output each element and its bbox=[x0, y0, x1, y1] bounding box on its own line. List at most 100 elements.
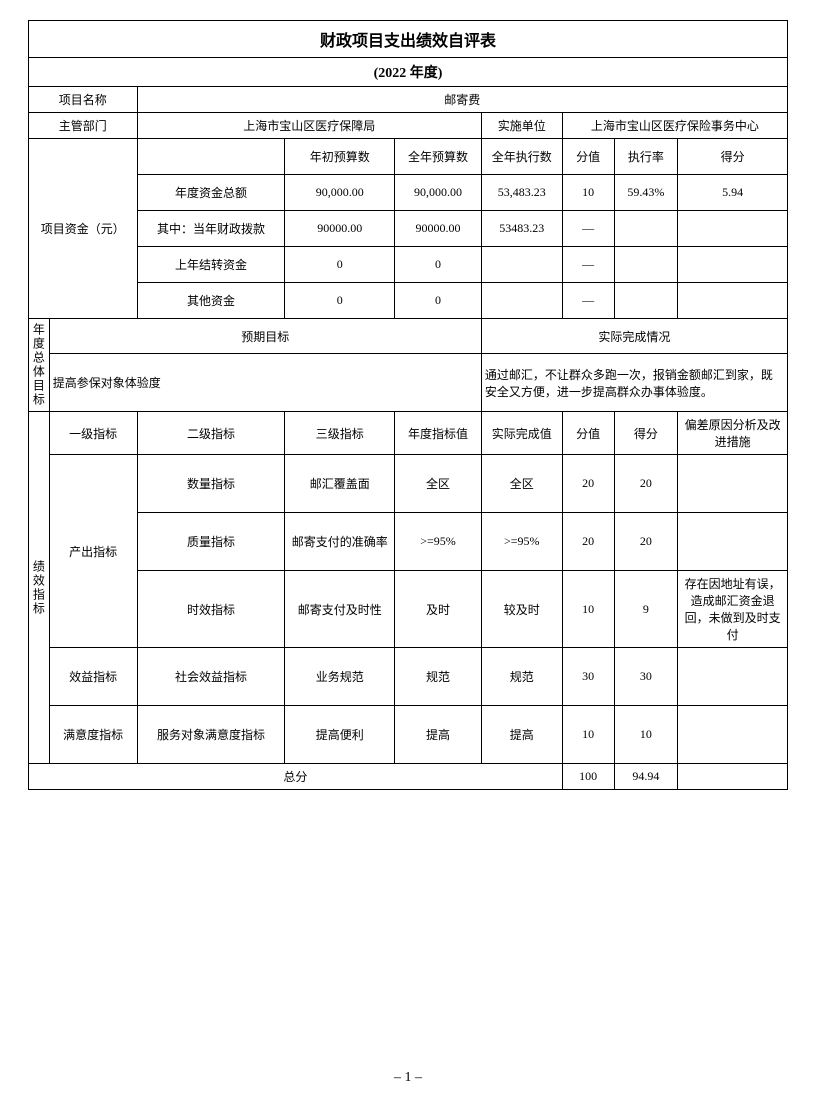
indicator-row-2: 时效指标 邮寄支付及时性 及时 较及时 10 9 存在因地址有误，造成邮汇资金退… bbox=[29, 571, 788, 648]
ind1-target: >=95% bbox=[395, 513, 482, 571]
weight-label: 分值 bbox=[562, 139, 614, 175]
total-row: 总分 100 94.94 bbox=[29, 764, 788, 790]
annual-goal-label: 年度总体目标 bbox=[29, 319, 50, 412]
other-label: 其他资金 bbox=[137, 283, 285, 319]
indicator-header-row: 绩效指标 一级指标 二级指标 三级指标 年度指标值 实际完成值 分值 得分 偏差… bbox=[29, 412, 788, 455]
fiscal-weight: — bbox=[562, 211, 614, 247]
ind0-weight: 20 bbox=[562, 455, 614, 513]
carryover-score bbox=[678, 247, 788, 283]
ind2-actual: 较及时 bbox=[481, 571, 562, 648]
ind0-score: 20 bbox=[614, 455, 678, 513]
fiscal-initial: 90000.00 bbox=[285, 211, 395, 247]
ind1-deviation bbox=[678, 513, 788, 571]
total-exec: 53,483.23 bbox=[481, 175, 562, 211]
carryover-exec bbox=[481, 247, 562, 283]
ind4-actual: 提高 bbox=[481, 706, 562, 764]
annual-total-label: 年度资金总额 bbox=[137, 175, 285, 211]
evaluation-form: 财政项目支出绩效自评表 (2022 年度) 项目名称 邮寄费 主管部门 上海市宝… bbox=[28, 20, 788, 1086]
initial-budget-label: 年初预算数 bbox=[285, 139, 395, 175]
funding-fiscal-row: 其中：当年财政拨款 90000.00 90000.00 53483.23 — bbox=[29, 211, 788, 247]
deviation-label: 偏差原因分析及改进措施 bbox=[678, 412, 788, 455]
ind0-target: 全区 bbox=[395, 455, 482, 513]
ind0-l3: 邮汇覆盖面 bbox=[285, 455, 395, 513]
ind4-l2: 服务对象满意度指标 bbox=[137, 706, 285, 764]
funding-carryover-row: 上年结转资金 0 0 — bbox=[29, 247, 788, 283]
total-rate: 59.43% bbox=[614, 175, 678, 211]
total-initial: 90,000.00 bbox=[285, 175, 395, 211]
ind3-l1: 效益指标 bbox=[49, 648, 137, 706]
other-exec bbox=[481, 283, 562, 319]
form-title: 财政项目支出绩效自评表 bbox=[29, 21, 788, 58]
other-initial: 0 bbox=[285, 283, 395, 319]
funding-header-row: 项目资金（元） 年初预算数 全年预算数 全年执行数 分值 执行率 得分 bbox=[29, 139, 788, 175]
supervisor-label: 主管部门 bbox=[29, 113, 138, 139]
total-score: 94.94 bbox=[614, 764, 678, 790]
expected-goal-value: 提高参保对象体验度 bbox=[49, 354, 481, 412]
funding-total-row: 年度资金总额 90,000.00 90,000.00 53,483.23 10 … bbox=[29, 175, 788, 211]
ind2-score: 9 bbox=[614, 571, 678, 648]
ind3-target: 规范 bbox=[395, 648, 482, 706]
ind-score-label: 得分 bbox=[614, 412, 678, 455]
project-name-row: 项目名称 邮寄费 bbox=[29, 87, 788, 113]
ind4-score: 10 bbox=[614, 706, 678, 764]
year-row: (2022 年度) bbox=[29, 58, 788, 87]
ind1-l3: 邮寄支付的准确率 bbox=[285, 513, 395, 571]
level1-label: 一级指标 bbox=[49, 412, 137, 455]
ind1-score: 20 bbox=[614, 513, 678, 571]
performance-indicator-label: 绩效指标 bbox=[29, 412, 50, 764]
funding-other-row: 其他资金 0 0 — bbox=[29, 283, 788, 319]
ind3-l2: 社会效益指标 bbox=[137, 648, 285, 706]
ind0-l1: 产出指标 bbox=[49, 455, 137, 648]
actual-value-label: 实际完成值 bbox=[481, 412, 562, 455]
ind1-l2: 质量指标 bbox=[137, 513, 285, 571]
other-annual: 0 bbox=[395, 283, 482, 319]
exec-rate-label: 执行率 bbox=[614, 139, 678, 175]
ind4-l1: 满意度指标 bbox=[49, 706, 137, 764]
fiscal-score bbox=[678, 211, 788, 247]
ind3-score: 30 bbox=[614, 648, 678, 706]
carryover-weight: — bbox=[562, 247, 614, 283]
fiscal-rate bbox=[614, 211, 678, 247]
total-annual: 90,000.00 bbox=[395, 175, 482, 211]
level2-label: 二级指标 bbox=[137, 412, 285, 455]
indicator-row-1: 质量指标 邮寄支付的准确率 >=95% >=95% 20 20 bbox=[29, 513, 788, 571]
expected-goal-label: 预期目标 bbox=[49, 319, 481, 354]
goal-value-row: 提高参保对象体验度 通过邮汇，不让群众多跑一次，报销金额邮汇到家，既安全又方便，… bbox=[29, 354, 788, 412]
ind2-target: 及时 bbox=[395, 571, 482, 648]
ind4-weight: 10 bbox=[562, 706, 614, 764]
other-rate bbox=[614, 283, 678, 319]
annual-budget-label: 全年预算数 bbox=[395, 139, 482, 175]
ind4-l3: 提高便利 bbox=[285, 706, 395, 764]
annual-target-label: 年度指标值 bbox=[395, 412, 482, 455]
total-label: 总分 bbox=[29, 764, 563, 790]
ind2-l2: 时效指标 bbox=[137, 571, 285, 648]
ind2-weight: 10 bbox=[562, 571, 614, 648]
goal-header-row: 年度总体目标 预期目标 实际完成情况 bbox=[29, 319, 788, 354]
level3-label: 三级指标 bbox=[285, 412, 395, 455]
actual-completion-label: 实际完成情况 bbox=[481, 319, 787, 354]
year-label: (2022 年度) bbox=[29, 58, 788, 87]
ind3-deviation bbox=[678, 648, 788, 706]
ind1-weight: 20 bbox=[562, 513, 614, 571]
blank-cell bbox=[137, 139, 285, 175]
other-score bbox=[678, 283, 788, 319]
total-weight: 10 bbox=[562, 175, 614, 211]
carryover-rate bbox=[614, 247, 678, 283]
indicator-row-4: 满意度指标 服务对象满意度指标 提高便利 提高 提高 10 10 bbox=[29, 706, 788, 764]
ind1-actual: >=95% bbox=[481, 513, 562, 571]
ind-weight-label: 分值 bbox=[562, 412, 614, 455]
score-label: 得分 bbox=[678, 139, 788, 175]
carryover-label: 上年结转资金 bbox=[137, 247, 285, 283]
carryover-annual: 0 bbox=[395, 247, 482, 283]
supervisor-value: 上海市宝山区医疗保障局 bbox=[137, 113, 481, 139]
project-name-value: 邮寄费 bbox=[137, 87, 787, 113]
page-number: – 1 – bbox=[28, 1070, 788, 1086]
fiscal-exec: 53483.23 bbox=[481, 211, 562, 247]
ind4-deviation bbox=[678, 706, 788, 764]
ind3-weight: 30 bbox=[562, 648, 614, 706]
main-table: 财政项目支出绩效自评表 (2022 年度) 项目名称 邮寄费 主管部门 上海市宝… bbox=[28, 20, 788, 790]
impl-unit-value: 上海市宝山区医疗保险事务中心 bbox=[562, 113, 787, 139]
annual-exec-label: 全年执行数 bbox=[481, 139, 562, 175]
ind0-deviation bbox=[678, 455, 788, 513]
carryover-initial: 0 bbox=[285, 247, 395, 283]
